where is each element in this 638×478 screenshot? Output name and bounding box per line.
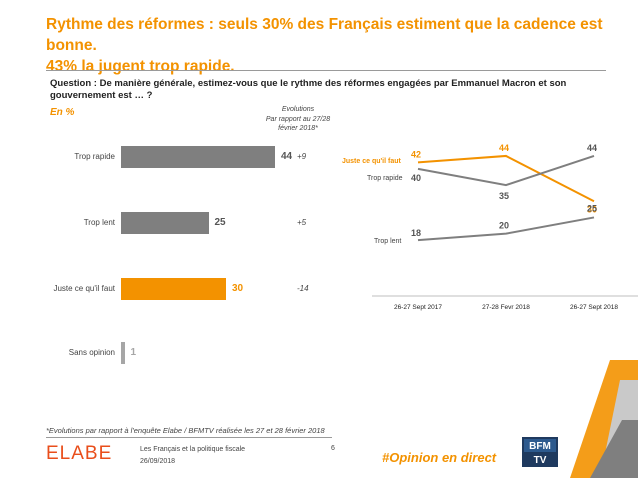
evolutions-header-line2: Par rapport au 27/28 (265, 115, 331, 123)
source-title: Les Français et la politique fiscale (140, 446, 246, 453)
source-date: 26/09/2018 (140, 458, 176, 465)
series-line (417, 154, 595, 187)
source-info: Les Français et la politique fiscale 26/… (140, 444, 245, 468)
series-name-label: Trop rapide (367, 175, 403, 182)
footnote: *Evolutions par rapport à l'enquête Elab… (46, 426, 325, 435)
data-label: 42 (411, 149, 421, 159)
evolutions-header: Evolutions Par rapport au 27/28 février … (258, 105, 338, 134)
title-line-1: Rythme des réformes : seuls 30% des Fran… (46, 16, 603, 54)
svg-text:TV: TV (534, 455, 547, 466)
series-name-label: Juste ce qu'il faut (342, 158, 402, 165)
data-label: 35 (499, 191, 509, 201)
evolutions-header-line1: Evolutions (281, 106, 315, 113)
footnote-divider (46, 437, 332, 438)
x-tick-label: 26-27 Sept 2017 (394, 304, 442, 311)
svg-text:BFM: BFM (529, 441, 551, 452)
hashtag: #Opinion en direct (382, 450, 497, 465)
elabe-logo: ELABE (46, 443, 113, 464)
title-divider (46, 70, 606, 71)
decorative-a-shape-icon (570, 360, 638, 478)
series-line (417, 216, 595, 242)
bfmtv-logo: BFM TV (522, 437, 558, 467)
page-number: 6 (331, 445, 335, 452)
unit-label: En % (50, 107, 75, 118)
data-label: 30 (587, 204, 597, 214)
survey-question: Question : De manière générale, estimez-… (50, 78, 567, 101)
data-label: 18 (411, 228, 421, 238)
series-line (417, 154, 595, 203)
data-label: 20 (499, 221, 509, 231)
x-tick-label: 26-27 Sept 2018 (570, 304, 618, 311)
data-label: 44 (499, 143, 509, 153)
data-label: 25 (587, 203, 597, 213)
evolutions-header-line3: février 2018* (278, 125, 318, 132)
data-label: 44 (587, 143, 597, 153)
data-label: 40 (411, 173, 421, 183)
series-name-label: Trop lent (374, 238, 401, 245)
x-tick-label: 27-28 Fevr 2018 (482, 304, 530, 311)
